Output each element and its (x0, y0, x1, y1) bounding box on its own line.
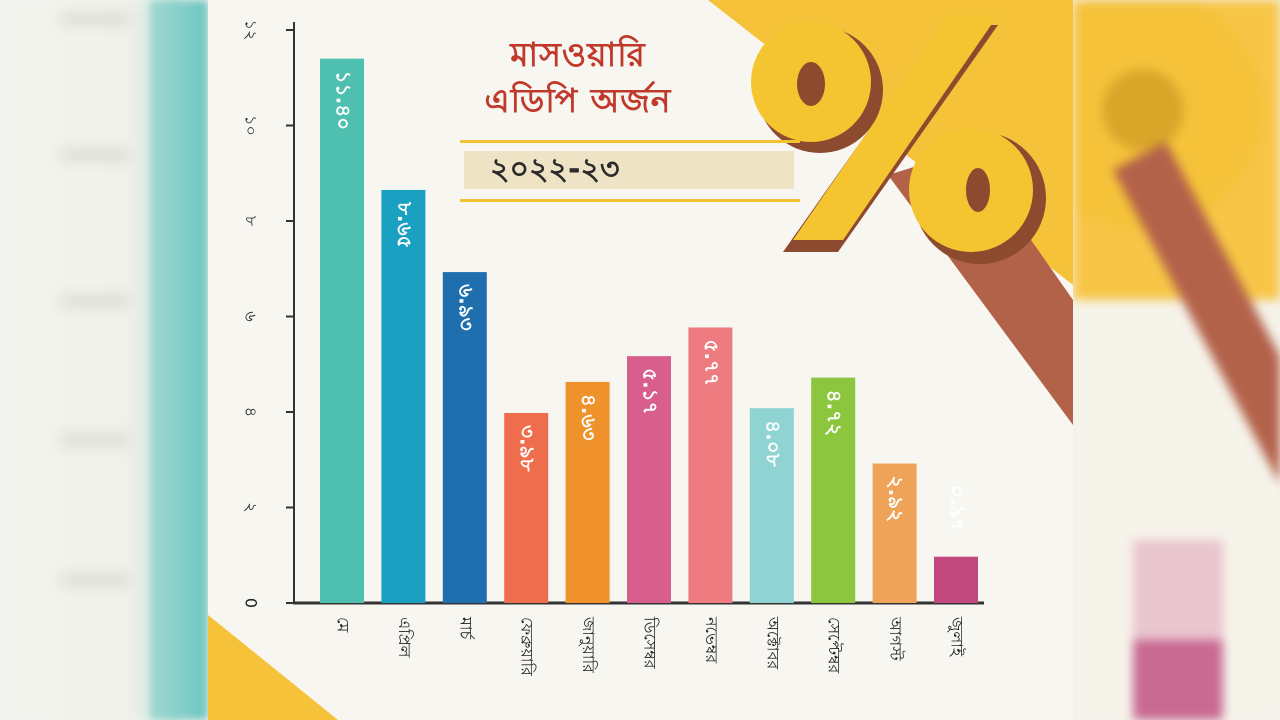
bar (688, 327, 733, 603)
infographic: মাসওয়ারি এডিপি অর্জন ২০২২-২৩ 0 ২ ৪ ৬ ৮ ১০ ১২ ম… (208, 0, 1073, 720)
y-tick-label: ৪ (242, 407, 261, 417)
x-category-label: মে (334, 617, 353, 633)
blurred-backdrop-right (1073, 0, 1280, 720)
x-category-label: এপ্রিল (395, 617, 414, 659)
bar (442, 272, 487, 603)
title-line-2: এডিপি অর্জন (484, 81, 672, 120)
bar (565, 381, 610, 603)
bar-value-label: ৫.৭৭ (700, 339, 724, 386)
bar-value-label: ১১.৪০ (332, 71, 356, 131)
x-category-label: মার্চ (456, 616, 475, 640)
x-category-label: জুলাই (947, 616, 967, 657)
bar (934, 556, 978, 603)
bar (381, 189, 426, 603)
bar-value-label: ৫.১৭ (639, 368, 663, 415)
blurred-ghost (60, 575, 130, 585)
blurred-ghost (60, 150, 130, 160)
yellow-bottom-corner (208, 615, 338, 720)
bar (504, 412, 549, 603)
blurred-ghost (60, 14, 130, 24)
bar (320, 58, 364, 603)
bar-value-label: ৪.০৮ (761, 420, 785, 468)
x-category-label: নভেম্বর (702, 616, 721, 664)
year-band-fill (464, 151, 794, 189)
x-category-label: অক্টোবর (763, 616, 782, 670)
title-line-1: মাসওয়ারি (510, 35, 646, 74)
bar (627, 356, 671, 603)
percent-graphic (751, 15, 1046, 264)
bar-value-label: ৪.৭২ (823, 390, 847, 437)
y-tick-label: ১২ (242, 20, 261, 41)
bar (811, 377, 856, 603)
y-tick-label: ৬ (242, 311, 261, 321)
blurred-magenta-shape (1133, 640, 1223, 720)
y-tick-label: ১০ (242, 115, 261, 136)
y-tick-label: ২ (242, 502, 261, 512)
y-tick-label: ৮ (242, 216, 261, 227)
blurred-teal-stripe (150, 0, 208, 720)
x-category-label: সেপ্টেম্বর (825, 617, 844, 675)
chart-bars: ১১.৪০ ৮.৬৫ ৬.৯৩ ৩.৯৮ ৪.৬৩ ৫.১৭ ৫.৭৭ ৪.০৮ ৪.৭২ ২.৯… (320, 58, 978, 603)
y-tick-label: 0 (242, 598, 261, 608)
bar-chart: 0 ২ ৪ ৬ ৮ ১০ ১২ মে এপ্রিল মার্চ ফেব্রুয়ারি জানুয়া… (242, 20, 984, 677)
blurred-ghost (60, 296, 130, 306)
bar-value-label: ০.৯৭ (946, 485, 970, 532)
x-category-label: ফেব্রুয়ারি (518, 617, 537, 677)
year-band: ২০২২-২৩ (460, 140, 800, 202)
bar-value-label: ৮.৬৫ (393, 201, 417, 249)
bar (749, 408, 794, 603)
bar (872, 463, 917, 603)
bar-value-label: ৩.৯৮ (516, 425, 540, 473)
decoration-layer (208, 0, 1073, 720)
x-category-label: জানুয়ারি (579, 616, 598, 674)
x-category-label: ডিসেম্বর (641, 616, 660, 670)
chart-title: মাসওয়ারি এডিপি অর্জন (448, 32, 708, 124)
fiscal-year: ২০২২-২৩ (490, 152, 620, 187)
x-category-label: আগস্ট (886, 616, 905, 661)
bar-value-label: ৪.৬৩ (577, 394, 601, 441)
bar-value-label: ২.৯২ (884, 476, 908, 523)
blurred-ghost (60, 435, 130, 445)
bar-value-label: ৬.৯৩ (454, 284, 478, 331)
